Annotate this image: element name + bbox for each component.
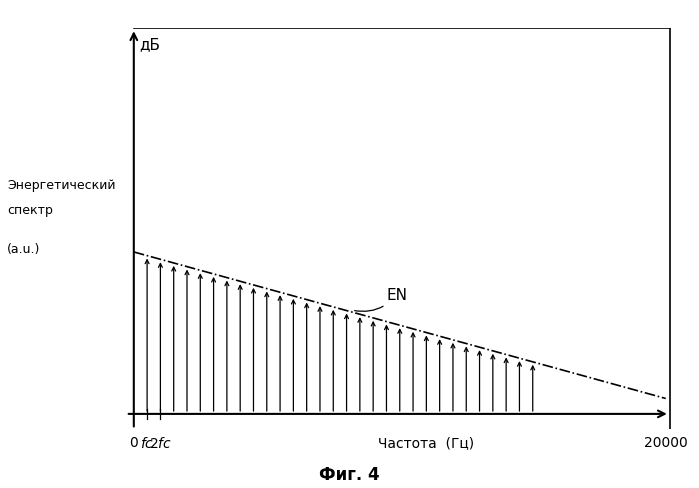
Text: Частота  (Гц): Частота (Гц) <box>378 435 475 449</box>
Text: 0: 0 <box>129 435 138 449</box>
Text: $fc$: $fc$ <box>140 435 154 450</box>
Text: Энергетический: Энергетический <box>7 179 115 192</box>
Text: спектр: спектр <box>7 203 53 216</box>
Text: EN: EN <box>354 287 408 312</box>
Text: Фиг. 4: Фиг. 4 <box>319 465 380 483</box>
Text: дБ: дБ <box>139 37 160 52</box>
Text: (a.u.): (a.u.) <box>7 243 41 255</box>
Text: 20000: 20000 <box>644 435 688 449</box>
Text: $2fc$: $2fc$ <box>149 435 172 450</box>
